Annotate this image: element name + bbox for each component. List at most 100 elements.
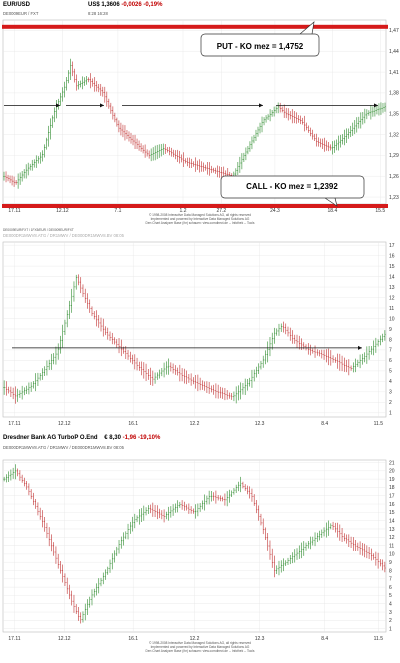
- turbo2-ytick-18: 3: [389, 610, 392, 616]
- eurusd-change-pct: -0,19%: [143, 2, 163, 8]
- turbo2-ytick-20: 1: [389, 626, 392, 632]
- eurusd-xtick-1: 12.12: [56, 208, 69, 214]
- eurusd-price: US$ 1,3606: [88, 2, 120, 8]
- call-callout-label: CALL - KO mez = 1,2392: [246, 182, 338, 191]
- eurusd-ytick-8: 1,23: [389, 195, 399, 201]
- turbo1-arrow-head: [358, 345, 362, 350]
- turbo2-ytick-19: 2: [389, 618, 392, 624]
- eurusd-xtick-6: 18.4: [328, 208, 338, 214]
- eurusd-ytick-4: 1,35: [389, 112, 399, 118]
- eurusd-copyright-0: © 1998-2008 Interactive Data Managed Sol…: [149, 213, 251, 217]
- turbo1-ytick-16: 1: [389, 411, 392, 417]
- turbo-chart-panel-1: DE000DR1MWV8.ATG / DR1MWV / DE000DR1MWV8…: [0, 232, 400, 432]
- turbo1-ytick-11: 6: [389, 358, 392, 364]
- eurusd-xtick-5: 24.3: [270, 208, 280, 214]
- turbo1-xtick-0: 17.11: [8, 421, 20, 427]
- turbo2-price: € 8,30: [104, 435, 121, 441]
- turbo2-xtick-6: 11.5: [374, 636, 384, 642]
- eurusd-ytick-7: 1,26: [389, 174, 399, 180]
- eurusd-copyright-1: Implemented and powered by Interactive D…: [151, 217, 250, 221]
- eurusd-times: 8:28 16:28: [88, 11, 108, 16]
- turbo2-xtick-3: 12.2: [190, 636, 200, 642]
- eurusd-xtick-0: 17.11: [8, 208, 20, 214]
- turbo2-xtick-2: 16.1: [128, 636, 138, 642]
- eurusd-xtick-3: 1.2: [180, 208, 187, 214]
- eurusd-chart-svg: 1,47 1,44 1,41 1,38 1,35 1,32 1,29 1,26 1,23 17.1…: [2, 19, 399, 232]
- turbo2-xtick-1: 12.12: [58, 636, 71, 642]
- turbo2-change-pct: -19,10%: [137, 435, 161, 441]
- turbo2-xtick-4: 12.3: [255, 636, 265, 642]
- turbo1-xtick-2: 16.1: [128, 421, 138, 427]
- put-callout-box: [200, 21, 320, 57]
- call-callout-box: [220, 175, 365, 207]
- turbo1-xtick-3: 12.2: [190, 421, 200, 427]
- eurusd-xtick-4: 27.2: [216, 208, 226, 214]
- turbo1-ytick-15: 2: [389, 400, 392, 406]
- turbo2-isin: DE000DR1MWV8.ATG / DR1MWV / DE000DR1MWV8…: [3, 445, 124, 450]
- turbo1-ytick-12: 5: [389, 369, 392, 375]
- turbo2-header: Dresdner Bank AG TurboP O.End € 8,30 -1,…: [3, 435, 160, 442]
- turbo2-ytick-6: 15: [389, 510, 395, 516]
- eurusd-copyright-2: Den Chart Analyzer Base (ihr) schauen: v…: [146, 221, 255, 225]
- eurusd-quote: US$ 1,3606 -0,0026 -0,19%: [88, 2, 162, 9]
- eurusd-arrow-4-head: [374, 103, 378, 108]
- turbo2-ytick-7: 14: [389, 518, 395, 524]
- turbo1-ytick-7: 10: [389, 316, 395, 322]
- eurusd-ytick-5: 1,32: [389, 132, 399, 138]
- turbo2-ytick-15: 6: [389, 585, 392, 591]
- eurusd-times-wrap: 8:28 16:28: [88, 10, 108, 18]
- turbo-chart-panel-2: Dresdner Bank AG TurboP O.End € 8,30 -1,…: [0, 432, 400, 663]
- eurusd-ytick-1: 1,44: [389, 49, 399, 55]
- turbo2-ytick-5: 16: [389, 502, 395, 508]
- turbo2-ytick-12: 9: [389, 560, 392, 566]
- turbo1-ytick-1: 16: [389, 253, 395, 259]
- turbo1-ytick-5: 12: [389, 295, 395, 301]
- put-ko-band: [2, 24, 388, 29]
- turbo1-xtick-4: 12.3: [255, 421, 265, 427]
- eurusd-xtick-7: 15.5: [375, 208, 385, 214]
- eurusd-arrow-1-head: [56, 103, 60, 108]
- turbo1-ytick-2: 15: [389, 264, 395, 270]
- turbo2-ytick-16: 5: [389, 593, 392, 599]
- eurusd-legend-note: DE0009EUR/FXT / 1FX5/EUR / DE0009EUR/FXT: [3, 228, 74, 232]
- eurusd-ytick-0: 1,47: [389, 28, 399, 34]
- eurusd-xtick-2: 7.1: [114, 208, 121, 214]
- turbo2-ytick-11: 10: [389, 552, 395, 558]
- turbo2-subheader: DE000DR1MWV8.ATG / DR1MWV / DE000DR1MWV8…: [3, 444, 124, 452]
- turbo2-change: -1,96: [122, 435, 137, 441]
- turbo1-xtick-5: 8.4: [321, 421, 328, 427]
- turbo1-ytick-6: 11: [389, 306, 394, 312]
- eurusd-ytick-2: 1,41: [389, 70, 399, 76]
- turbo2-copyright-1: Implemented and powered by Interactive D…: [151, 645, 250, 649]
- turbo1-ytick-14: 3: [389, 390, 392, 396]
- turbo2-ytick-4: 17: [389, 494, 395, 500]
- turbo2-ytick-17: 4: [389, 602, 392, 608]
- eurusd-header: EUR/USD: [3, 2, 30, 9]
- eurusd-change: -0,0026: [121, 2, 142, 8]
- eurusd-subheader: DE0009EUR / FXT: [3, 10, 38, 18]
- turbo1-ytick-10: 7: [389, 348, 392, 354]
- turbo2-xtick-5: 8.4: [321, 636, 328, 642]
- turbo2-ytick-0: 21: [389, 460, 395, 466]
- turbo1-subheader: DE000DR1MWV8.ATG / DR1MWV / DE000DR1MWV8…: [3, 232, 124, 240]
- turbo1-ytick-4: 13: [389, 285, 395, 291]
- put-callout-label: PUT - KO mez = 1,4752: [217, 42, 304, 51]
- turbo1-ytick-9: 8: [389, 337, 392, 343]
- eurusd-isin: DE0009EUR / FXT: [3, 11, 39, 16]
- turbo1-xtick-1: 12.12: [58, 421, 71, 427]
- call-ko-band: [2, 204, 388, 208]
- turbo2-ytick-2: 19: [389, 477, 395, 483]
- turbo2-ytick-3: 18: [389, 485, 395, 491]
- eurusd-arrow-2-head: [100, 103, 104, 108]
- turbo1-ytick-13: 4: [389, 379, 392, 385]
- turbo1-ytick-8: 9: [389, 327, 392, 333]
- turbo2-copyright-0: © 1998-2008 Interactive Data Managed Sol…: [149, 641, 251, 645]
- turbo2-ytick-1: 20: [389, 469, 395, 475]
- eurusd-title: EUR/USD: [3, 2, 31, 8]
- eurusd-ytick-6: 1,29: [389, 153, 399, 159]
- eurusd-arrow-3-head: [259, 103, 263, 108]
- turbo1-chart-svg: 17 16 15 14 13 12 11 10 9 8 7 6 5 4 3 2 1 17.11 12.12 16.1 1…: [2, 241, 395, 427]
- turbo1-ytick-0: 17: [389, 243, 395, 249]
- turbo2-ytick-14: 7: [389, 577, 392, 583]
